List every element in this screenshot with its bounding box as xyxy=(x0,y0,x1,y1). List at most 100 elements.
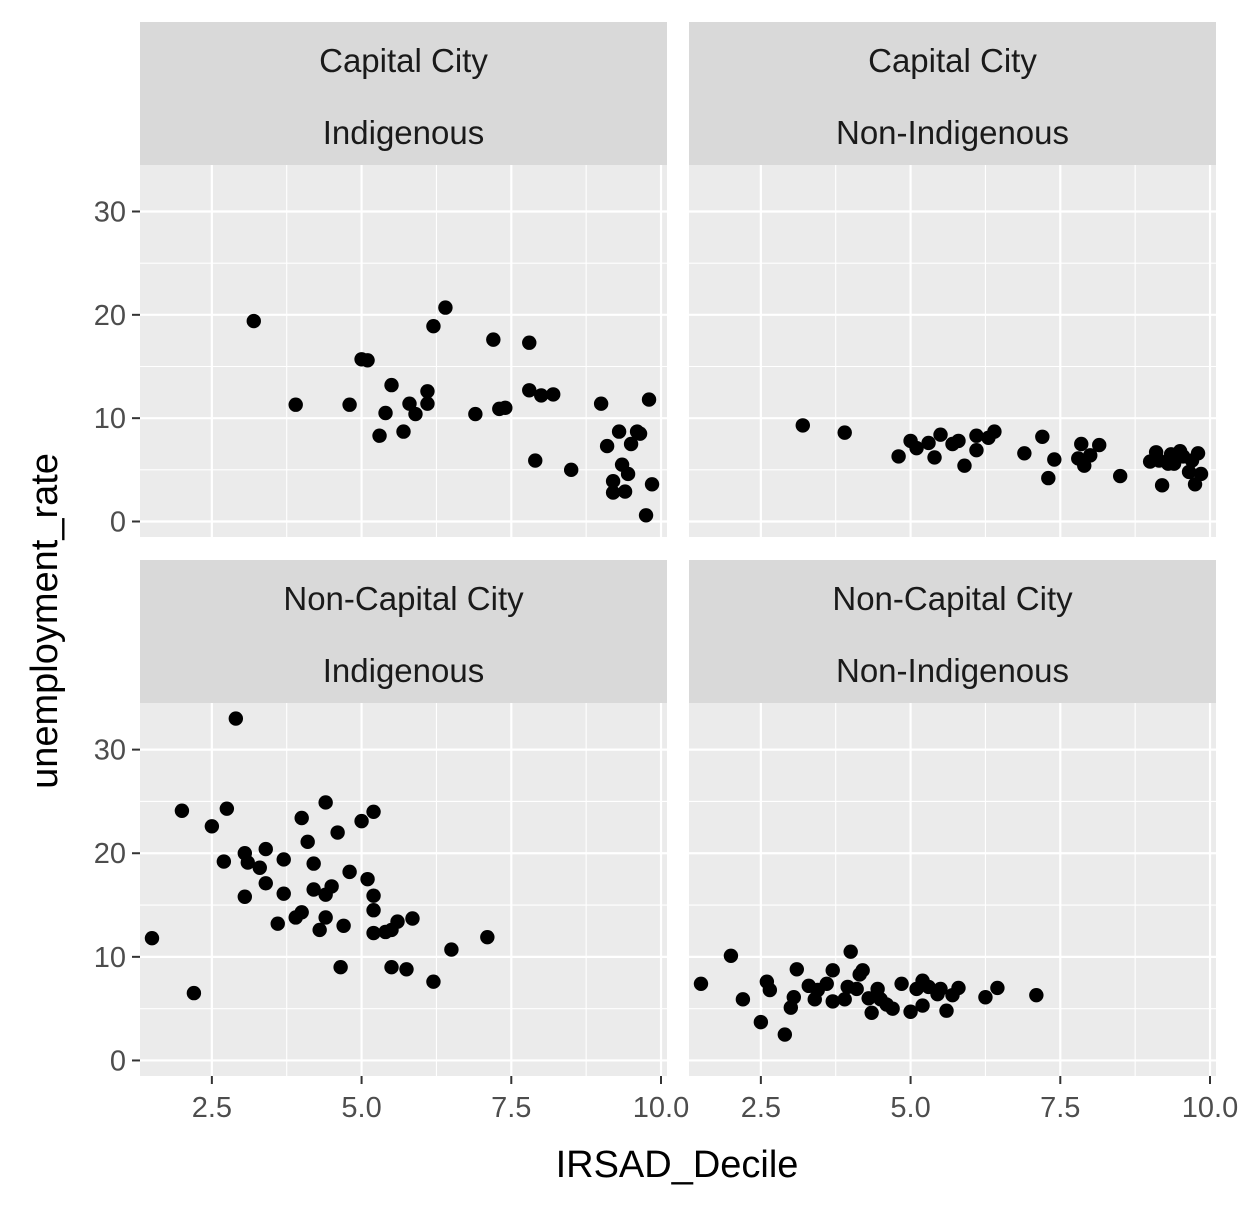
data-point xyxy=(789,962,804,977)
panel-background xyxy=(140,165,667,537)
data-point xyxy=(522,383,537,398)
data-point xyxy=(819,976,834,991)
data-point xyxy=(240,855,255,870)
data-point xyxy=(216,854,232,869)
data-point xyxy=(563,462,579,478)
x-tick-label: 5.0 xyxy=(890,1092,930,1124)
y-axis: 0 10 20 30 0 10 20 30 xyxy=(94,197,140,1077)
data-point xyxy=(632,426,648,441)
data-point xyxy=(644,477,660,492)
x-tick-label: 7.5 xyxy=(491,1092,531,1124)
data-point xyxy=(864,1005,879,1020)
data-point xyxy=(1041,470,1056,486)
data-point xyxy=(390,914,405,929)
data-point xyxy=(360,353,375,368)
data-point xyxy=(426,319,441,334)
data-point xyxy=(522,335,537,350)
data-point xyxy=(378,405,393,421)
data-point xyxy=(1193,466,1209,482)
data-point xyxy=(384,960,399,975)
data-point xyxy=(777,1027,793,1042)
data-point xyxy=(228,711,244,726)
data-point xyxy=(1017,446,1032,461)
x-tick-label: 5.0 xyxy=(341,1092,381,1124)
y-tick-label: 30 xyxy=(94,735,126,767)
data-point xyxy=(399,962,414,977)
strip-label: Indigenous xyxy=(323,114,484,151)
data-point xyxy=(1092,437,1107,453)
data-point xyxy=(186,985,202,1001)
data-point xyxy=(360,871,375,887)
data-point xyxy=(786,990,802,1005)
data-point xyxy=(336,918,351,933)
data-point xyxy=(528,453,543,468)
y-tick-label: 10 xyxy=(94,403,126,435)
data-point xyxy=(1047,452,1062,467)
data-point xyxy=(258,841,273,857)
data-point xyxy=(921,435,936,451)
data-point xyxy=(246,313,261,329)
data-point xyxy=(843,944,858,959)
panel-background xyxy=(140,703,667,1076)
data-point xyxy=(837,992,852,1007)
data-point xyxy=(620,466,636,482)
data-point xyxy=(486,332,501,347)
data-point xyxy=(312,922,327,938)
strip-label: Capital City xyxy=(319,42,488,79)
data-point xyxy=(318,795,333,810)
data-point xyxy=(426,974,441,989)
data-point xyxy=(420,396,435,411)
data-point xyxy=(1190,446,1206,461)
data-point xyxy=(276,886,291,901)
strip-label: Non-Indigenous xyxy=(836,114,1069,151)
data-point xyxy=(617,484,633,499)
data-point xyxy=(444,942,459,957)
data-point xyxy=(420,384,435,399)
data-point xyxy=(951,980,966,996)
y-tick-label: 30 xyxy=(94,197,126,229)
data-point xyxy=(915,998,930,1013)
data-point xyxy=(1083,448,1098,463)
y-axis-title: unemployment_rate xyxy=(24,453,66,789)
data-point xyxy=(294,810,309,826)
data-point xyxy=(366,903,381,918)
y-tick-label: 0 xyxy=(110,1045,126,1077)
data-point xyxy=(605,485,621,500)
panel-background xyxy=(689,703,1216,1076)
data-point xyxy=(408,406,423,422)
data-point xyxy=(894,976,909,991)
data-point xyxy=(405,911,420,926)
data-point xyxy=(693,976,709,991)
strip-label: Non-Capital City xyxy=(832,580,1073,617)
data-point xyxy=(546,387,561,402)
data-point xyxy=(951,433,966,449)
strip-label: Indigenous xyxy=(323,652,484,689)
strip-background xyxy=(689,22,1216,165)
data-point xyxy=(1112,468,1128,484)
data-point xyxy=(174,803,190,818)
data-point xyxy=(1074,436,1089,452)
data-point xyxy=(891,449,906,464)
data-point xyxy=(909,440,924,456)
data-point xyxy=(903,1004,918,1019)
data-point xyxy=(593,396,609,411)
data-point xyxy=(324,879,339,894)
data-point xyxy=(366,925,381,941)
data-point xyxy=(825,994,840,1009)
data-point xyxy=(861,991,876,1006)
panel-background xyxy=(689,165,1216,537)
data-point xyxy=(144,930,160,946)
data-point xyxy=(252,860,267,875)
data-point xyxy=(288,397,303,412)
data-point xyxy=(342,397,357,412)
strip-label: Non-Capital City xyxy=(283,580,524,617)
data-point xyxy=(330,825,345,840)
data-point xyxy=(384,377,399,393)
data-point xyxy=(933,427,948,442)
y-tick-label: 0 xyxy=(110,507,126,539)
data-point xyxy=(990,980,1005,996)
data-point xyxy=(849,981,864,997)
data-point xyxy=(396,424,411,439)
data-point xyxy=(978,990,993,1005)
data-point xyxy=(641,392,657,407)
